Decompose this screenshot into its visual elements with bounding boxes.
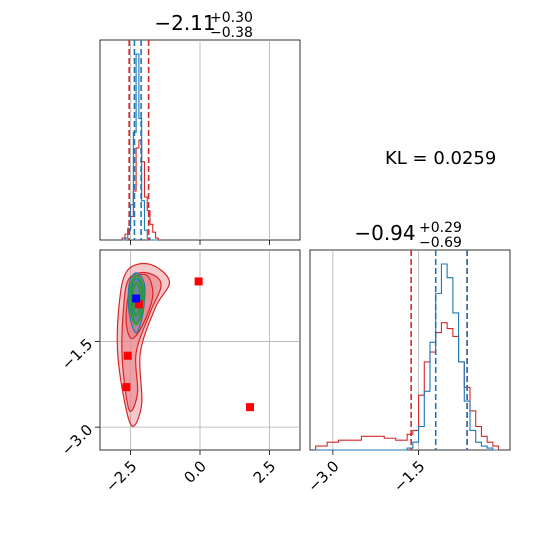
panel-joint-contours xyxy=(116,262,171,427)
joint-x-tick-label: −2.5 xyxy=(102,457,140,495)
panel-param1-hist xyxy=(99,39,301,245)
panel-param2-hist: −3.0 −1.5 xyxy=(304,249,511,496)
panel-param2-hist-grid xyxy=(332,250,419,450)
param1-title: −2.11 xyxy=(154,11,215,35)
param1-title-plus: +0.30 xyxy=(210,10,253,26)
joint-y-tick-label: −1.5 xyxy=(58,335,96,373)
joint-y-tick-label: −3.0 xyxy=(58,421,96,459)
panel-joint-markers xyxy=(122,277,254,412)
panel-param2-hist-frame xyxy=(309,249,511,451)
panel-param2-hist-bars xyxy=(315,263,500,451)
param1-hist-series-b xyxy=(122,53,159,241)
param1-title-minus: −0.38 xyxy=(210,25,253,41)
param2-tick-label: −1.5 xyxy=(390,457,428,495)
param1-hist-series-a xyxy=(121,139,159,240)
param2-title: −0.94 xyxy=(354,221,415,245)
param2-hist-series-a xyxy=(315,322,500,450)
panel-param2-ticks: −3.0 −1.5 xyxy=(304,450,428,496)
joint-x-tick-label: 2.5 xyxy=(250,457,280,487)
joint-marker-red xyxy=(123,351,132,360)
kl-annotation: KL = 0.0259 xyxy=(385,148,496,169)
panel-param1-ticks xyxy=(130,240,270,245)
param2-tick-label: −3.0 xyxy=(304,457,342,495)
joint-x-tick-label: 0.0 xyxy=(180,457,210,487)
param2-title-minus: −0.69 xyxy=(419,235,462,251)
joint-marker-red xyxy=(134,300,143,309)
joint-contour-green xyxy=(131,282,142,317)
joint-marker-red xyxy=(194,277,203,286)
param2-title-plus: +0.29 xyxy=(419,220,462,236)
param2-title-main: −0.94 xyxy=(354,221,415,245)
param2-hist-series-b xyxy=(315,263,499,451)
joint-marker-red xyxy=(246,403,254,412)
panel-joint-ticks: −2.5 0.0 2.5 −3.0 −1.5 xyxy=(58,335,279,496)
joint-marker-red xyxy=(122,383,131,392)
panel-param2-quantiles xyxy=(410,250,468,450)
panel-joint: −2.5 0.0 2.5 −3.0 −1.5 xyxy=(58,249,301,496)
param1-title-main: −2.11 xyxy=(154,11,215,35)
joint-contour-green xyxy=(128,274,145,326)
joint-marker-blue xyxy=(132,294,141,303)
panel-param1-quantiles xyxy=(128,40,150,240)
panel-param1-hist-grid xyxy=(130,40,270,240)
panel-param1-hist-bars xyxy=(121,53,159,241)
